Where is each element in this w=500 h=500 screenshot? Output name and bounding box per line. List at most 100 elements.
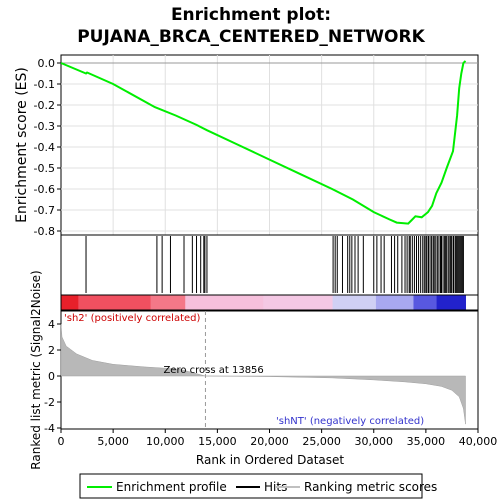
ranking-color-segment	[271, 295, 276, 310]
ranking-color-segment	[208, 295, 212, 310]
ranking-color-segment	[193, 295, 198, 310]
ranking-color-segment	[211, 295, 215, 310]
ranking-color-segment	[84, 295, 88, 310]
ranking-color-segment	[312, 295, 316, 310]
es-tick-label: -0.5	[34, 162, 55, 175]
ranking-color-segment	[433, 295, 438, 310]
ranking-color-segment	[107, 295, 111, 310]
ranking-color-segment	[245, 295, 250, 310]
ranking-color-segment	[150, 295, 154, 310]
ranking-color-segment	[144, 295, 149, 310]
x-tick-label: 25,000	[302, 435, 341, 448]
ranking-color-segment	[410, 295, 414, 310]
ranking-color-segment	[413, 295, 417, 310]
ranking-color-segment	[442, 295, 446, 310]
ranking-color-segment	[341, 295, 345, 310]
metric-tick-label: 4	[48, 318, 55, 331]
ranking-color-segment	[89, 295, 94, 310]
ranking-color-segment	[165, 295, 169, 310]
ranking-color-segment	[390, 295, 394, 310]
hits-marks	[85, 236, 464, 293]
x-tick-label: 40,000	[459, 435, 498, 448]
x-tick-label: 0	[58, 435, 65, 448]
ranking-color-segment	[347, 295, 351, 310]
ranking-color-segment	[425, 295, 429, 310]
chart-title-line1: Enrichment plot:	[171, 5, 331, 25]
ranking-color-segment	[306, 295, 310, 310]
ranking-metric-area	[60, 323, 466, 425]
hits-panel-frame	[60, 234, 479, 296]
ranking-color-segment	[159, 295, 163, 310]
zero-cross-label: Zero cross at 13856	[163, 365, 263, 376]
es-tick-label: -0.7	[34, 204, 55, 217]
ranking-color-segment	[419, 295, 423, 310]
ranking-color-segment	[185, 295, 189, 310]
x-tick-label: 20,000	[250, 435, 289, 448]
ranking-color-segment	[381, 295, 386, 310]
ranking-color-segment	[72, 295, 76, 310]
ranking-color-segment	[199, 295, 204, 310]
ranking-color-segment	[156, 295, 160, 310]
ranking-color-segment	[393, 295, 397, 310]
ranking-color-segment	[133, 295, 137, 310]
x-tick-label: 15,000	[198, 435, 237, 448]
es-tick-label: -0.8	[34, 225, 55, 238]
ranking-color-segment	[257, 295, 261, 310]
ranking-color-segment	[191, 295, 195, 310]
metric-tick-label: 0	[48, 370, 55, 383]
ranking-color-segment	[147, 295, 152, 310]
es-tick-label: -0.4	[34, 141, 55, 154]
ranking-color-segment	[401, 295, 406, 310]
es-tick-label: -0.6	[34, 183, 55, 196]
ranking-color-segment	[243, 295, 247, 310]
ranking-color-segment	[451, 295, 455, 310]
ranking-color-segment	[81, 295, 85, 310]
x-tick-label: 5,000	[97, 435, 129, 448]
ranking-color-segment	[167, 295, 172, 310]
ranking-color-segment	[153, 295, 157, 310]
ranking-color-segment	[303, 295, 308, 310]
ranking-color-bar	[60, 294, 479, 311]
ranking-color-segment	[352, 295, 357, 310]
ranking-color-segment	[75, 295, 79, 310]
ranking-color-segment	[124, 295, 128, 310]
x-axis-label: Rank in Ordered Dataset	[196, 453, 344, 467]
ranking-color-segment	[297, 295, 302, 310]
legend-hits-label: Hits	[264, 480, 287, 494]
ranking-color-segment	[104, 295, 108, 310]
ranking-color-segment	[462, 295, 466, 310]
ranking-color-segment	[289, 295, 293, 310]
ranking-color-frame	[60, 294, 479, 311]
metric-tick-label: -2	[44, 396, 55, 409]
es-tick-label: -0.2	[34, 99, 55, 112]
ranking-color-segment	[130, 295, 134, 310]
ranking-color-segment	[225, 295, 230, 310]
ranking-color-segment	[367, 295, 371, 310]
ranking-color-segment	[344, 295, 348, 310]
ranking-color-segment	[127, 295, 131, 310]
ranking-color-segment	[277, 295, 282, 310]
ranking-color-segment	[240, 295, 244, 310]
ranking-color-segment	[323, 295, 328, 310]
ranking-color-segment	[234, 295, 238, 310]
ranking-color-segment	[436, 295, 440, 310]
ranking-color-segment	[427, 295, 432, 310]
ranking-color-segment	[404, 295, 409, 310]
ranking-color-segment	[274, 295, 279, 310]
ranking-color-segment	[318, 295, 322, 310]
ranking-color-segment	[254, 295, 258, 310]
ranking-color-segment	[315, 295, 319, 310]
es-tick-label: -0.1	[34, 78, 55, 91]
ranking-color-segment	[396, 295, 400, 310]
ranking-color-segment	[453, 295, 458, 310]
ranking-color-segment	[222, 295, 227, 310]
ranking-color-segment	[260, 295, 264, 310]
ranking-color-segment	[332, 295, 336, 310]
ranking-color-segment	[355, 295, 360, 310]
ranking-color-segment	[361, 295, 365, 310]
negative-correlation-label: 'shNT' (negatively correlated)	[276, 416, 424, 427]
x-tick-label: 30,000	[355, 435, 394, 448]
ranking-color-segment	[95, 295, 100, 310]
ranking-color-segment	[387, 295, 391, 310]
